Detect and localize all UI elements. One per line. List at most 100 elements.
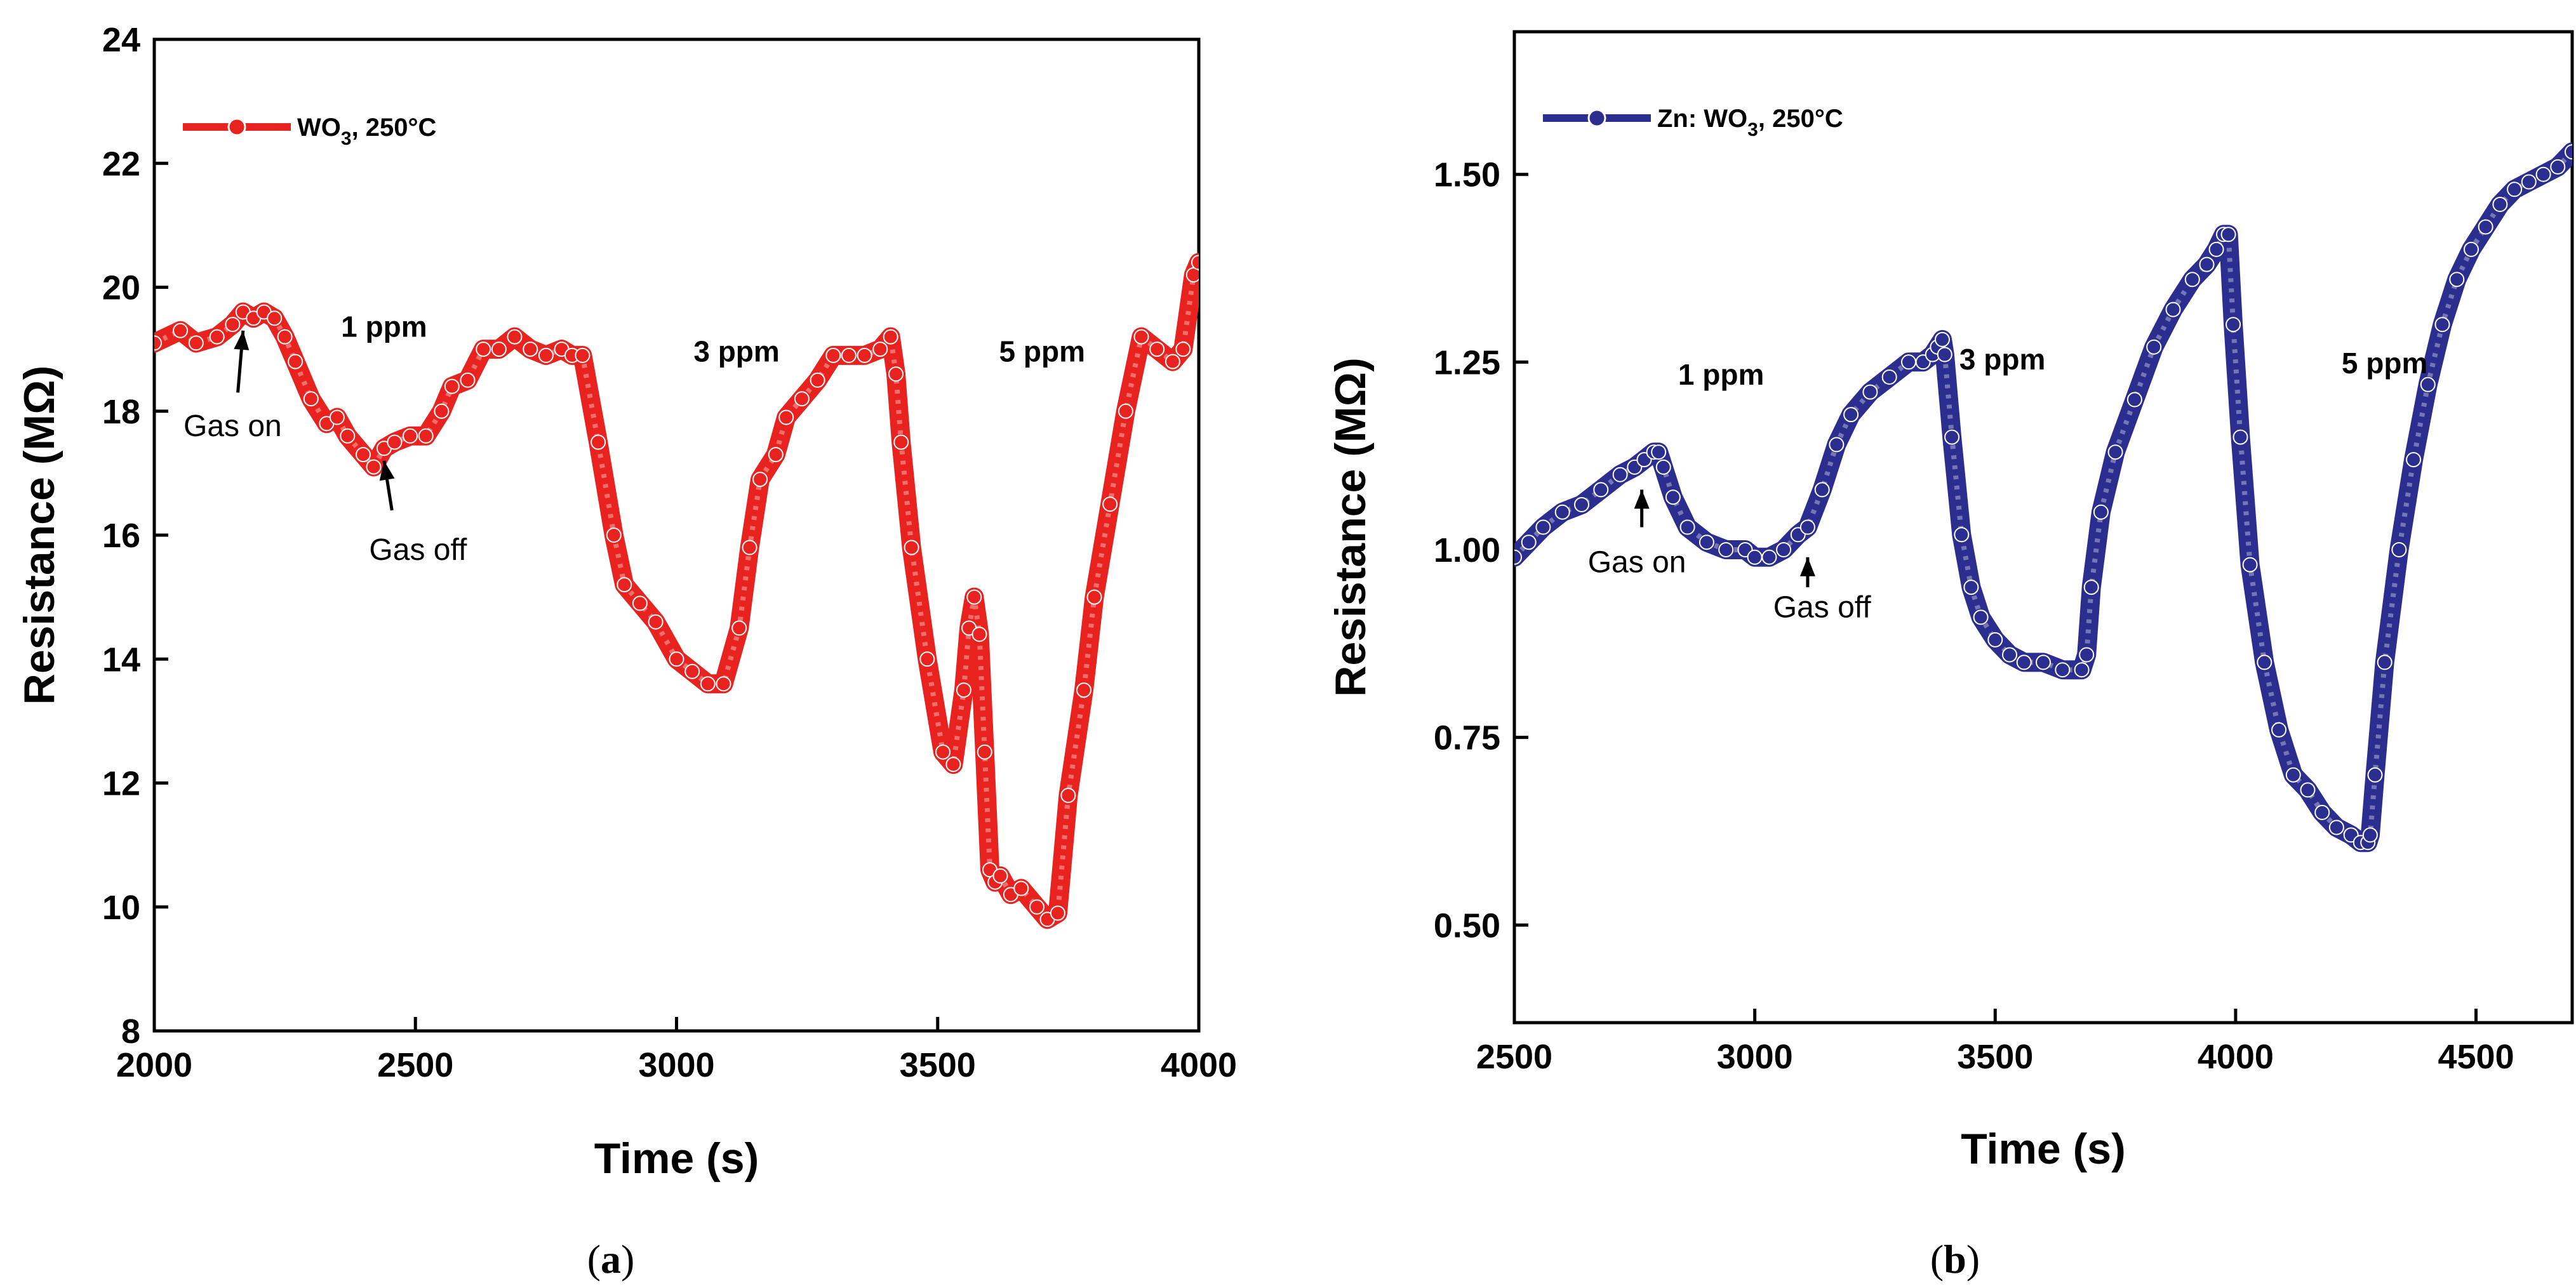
panel-a-data-point — [617, 577, 632, 593]
panel-b-y-tick-label: 1.00 — [1434, 531, 1500, 569]
panel-a-data-point — [340, 428, 356, 444]
panel-a-data-point — [575, 347, 591, 363]
panel-a-arrow-label: Gas on — [184, 409, 282, 443]
panel-b-data-point — [2449, 272, 2465, 288]
panel-a-y-tick-label: 8 — [121, 1012, 140, 1051]
panel-b-x-tick-label: 4500 — [2438, 1038, 2514, 1076]
panel-b-data-point — [2036, 654, 2051, 670]
panel-b-y-tick-label: 0.75 — [1434, 719, 1500, 757]
panel-b-data-point — [1655, 459, 1671, 475]
panel-a-data-point — [507, 329, 523, 345]
panel-b-data-point — [2391, 542, 2407, 557]
panel-b-x-tick-label: 4000 — [2198, 1038, 2274, 1076]
panel-b-annotation: 5 ppm — [2342, 347, 2427, 380]
panel-a-data-point — [538, 347, 554, 363]
panel-b-x-tick-label: 3500 — [1957, 1038, 2033, 1076]
panel-a-data-point — [303, 391, 319, 407]
panel-a-data-point — [752, 472, 768, 488]
panel-a-data-point — [731, 620, 747, 636]
panel-a-y-tick-label: 24 — [102, 21, 140, 59]
panel-a-data-point — [794, 391, 810, 407]
panel-a-data-point — [366, 459, 382, 475]
panel-a-x-tick-label: 2000 — [116, 1046, 192, 1084]
panel-b-data-point — [2328, 820, 2344, 835]
panel-b-data-point — [1651, 444, 1667, 460]
panel-b-data-point — [2242, 557, 2258, 573]
panel-a-data-point — [1013, 880, 1029, 896]
panel-a-plot-frame — [152, 37, 1201, 1033]
panel-a-y-axis-title: Resistance (MΩ) — [15, 366, 63, 705]
panel-b-data-point — [2464, 241, 2479, 257]
panel-b-data-point — [2079, 647, 2095, 663]
panel-a-arrow-head — [379, 460, 395, 481]
panel-a-chart: 2000 2500 3000 3500 4000 8 10 12 14 16 18 20 22 24 Tim… — [15, 21, 1237, 1282]
panel-a-data-point — [977, 744, 992, 760]
panel-b-data-point — [1535, 519, 1551, 535]
panel-a-data-point — [935, 744, 951, 760]
panel-b-x-axis-title: Time (s) — [1961, 1125, 2125, 1173]
panel-a-data-point — [1149, 342, 1165, 357]
panel-a-y-tick-label: 18 — [102, 393, 140, 431]
panel-b-data-point — [2300, 782, 2316, 798]
panel-b-data-point — [2146, 339, 2162, 355]
panel-b-data-point — [1881, 369, 1897, 385]
panel-a-data-point — [768, 447, 784, 463]
panel-a-data-point — [288, 354, 304, 369]
panel-b-data-point — [1987, 632, 2003, 647]
panel-b-data-point — [2420, 376, 2436, 392]
panel-b-data-point — [2257, 654, 2272, 670]
panel-a-data-point — [648, 614, 664, 630]
panel-a-data-point — [1191, 255, 1199, 270]
panel-a-x-tick-label: 3000 — [638, 1046, 714, 1084]
panel-a-data-point — [329, 409, 345, 425]
panel-a-data-point — [956, 682, 971, 698]
panel-a-data-point — [700, 676, 716, 692]
panel-b-arrow-label: Gas off — [1773, 590, 1872, 624]
panel-a-data-point — [444, 378, 460, 394]
panel-b-data-point — [2055, 662, 2071, 678]
panel-a-data-point — [919, 651, 935, 667]
panel-a-data-point — [225, 317, 241, 333]
panel-b-data-point — [1521, 534, 1537, 550]
panel-b-data-point — [1799, 519, 1815, 535]
panel-b-y-tick-label: 0.50 — [1434, 906, 1500, 945]
panel-b-series-line-highlight — [1514, 150, 2572, 846]
panel-b-chart: 2500 3000 3500 4000 4500 0.50 0.75 1.00 1.25 1.50… — [1326, 30, 2574, 1282]
panel-a-data-point — [173, 322, 189, 338]
panel-b-legend-marker — [1587, 109, 1606, 128]
panel-b-data-point — [1665, 489, 1681, 505]
panel-b-data-point — [1679, 519, 1695, 535]
panel-a-series — [154, 253, 1199, 929]
panel-a-y-tick-label: 22 — [102, 145, 140, 183]
panel-b-data-point — [1814, 482, 1830, 498]
panel-a-x-tick-label: 4000 — [1161, 1046, 1237, 1084]
panel-a-data-point — [460, 372, 476, 388]
panel-a-annotation: 1 ppm — [341, 310, 427, 343]
panel-a-data-point — [632, 595, 648, 611]
panel-a-data-point — [1076, 682, 1091, 698]
panel-b-annotation: 1 ppm — [1678, 358, 1764, 391]
panel-a-arrow-head — [234, 330, 250, 350]
panel-a-data-point — [188, 335, 204, 351]
panel-a-data-point — [778, 409, 794, 425]
panel-a-data-point — [277, 329, 293, 345]
panel-b-data-point — [1843, 407, 1859, 423]
panel-b-data-point — [1574, 497, 1589, 512]
panel-a-y-tick-label: 14 — [102, 641, 140, 679]
panel-a-data-point — [742, 540, 757, 555]
panel-b-data-point — [2002, 647, 2017, 663]
panel-b-data-point — [2271, 722, 2287, 738]
panel-b-data-point — [2377, 654, 2392, 670]
panel-a-data-point — [966, 589, 982, 605]
panel-a-data-point — [971, 627, 987, 642]
panel-b-annotation: 3 ppm — [1959, 343, 2045, 376]
panel-b-arrow-head — [1634, 489, 1650, 509]
panel-a-legend-label: WO3, 250°C — [297, 114, 436, 149]
panel-b-data-point — [2107, 444, 2123, 460]
panel-b-data-point — [2093, 504, 2109, 520]
panel-b-data-point — [2507, 182, 2523, 197]
panel-a-data-point — [825, 347, 841, 363]
panel-a-data-point — [267, 310, 283, 326]
panel-a-data-point — [945, 757, 961, 773]
